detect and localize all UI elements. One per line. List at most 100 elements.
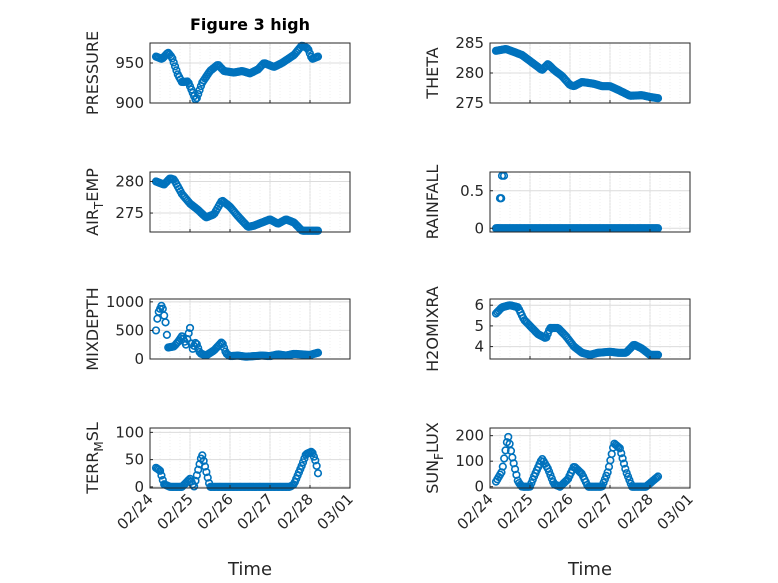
axes-box	[149, 171, 351, 233]
y-tick-label: 280	[455, 64, 484, 82]
figure-title: Figure 3 high	[190, 15, 310, 34]
data-point	[312, 461, 321, 470]
data-point	[192, 340, 201, 349]
data-point	[195, 86, 204, 95]
data-point	[168, 54, 177, 63]
data-point	[497, 194, 506, 203]
y-tick-label: 100	[115, 423, 144, 441]
y-tick-label: 0	[474, 219, 484, 237]
panel-h2omixra: 4 5 6 H2OMIXRA	[423, 286, 691, 372]
data-point	[313, 348, 323, 357]
data-point	[153, 314, 162, 323]
y-tick-label: 0.5	[460, 182, 484, 200]
y-tick-label: 275	[455, 94, 484, 112]
axes-box	[489, 427, 691, 489]
axes-box	[149, 427, 351, 489]
panel-theta: 275 280 285 THETA	[423, 34, 691, 112]
y-axis-label: MIXDEPTH	[83, 287, 102, 370]
data-point	[169, 58, 178, 67]
axes-box	[489, 298, 691, 360]
y-axis-label: H2OMIXRA	[423, 286, 442, 372]
data-point	[192, 94, 201, 103]
data-point	[653, 350, 663, 359]
y-tick-label: 500	[115, 321, 144, 339]
data-point	[615, 444, 624, 453]
data-point	[617, 449, 626, 458]
x-tick-label: 02/27	[234, 490, 277, 533]
data-point	[194, 90, 203, 99]
data-point	[501, 446, 510, 455]
y-tick-label: 5	[474, 317, 484, 335]
data-point	[162, 330, 171, 339]
data-point	[500, 454, 509, 463]
y-axis-label: AIRTEMP	[83, 168, 106, 236]
data-point	[607, 449, 616, 459]
y-tick-label: 200	[455, 427, 484, 445]
data-point	[618, 454, 627, 463]
y-axis-label: RAINFALL	[423, 165, 442, 240]
x-tick-label: 03/01	[654, 490, 697, 533]
y-tick-label: 900	[115, 94, 144, 112]
x-tick-label: 02/26	[534, 490, 577, 533]
data-point	[184, 329, 193, 338]
data-point	[621, 464, 630, 473]
data-point	[313, 226, 323, 235]
x-tick-label: 02/26	[194, 490, 237, 533]
axes-box	[489, 171, 691, 233]
data-point	[155, 466, 165, 475]
panel-air-temp: 275 280 AIRTEMP	[83, 168, 351, 236]
y-tick-label: 950	[115, 54, 144, 72]
y-tick-label: 275	[115, 204, 144, 222]
x-tick-label: 02/27	[574, 490, 617, 533]
x-tick-label: 02/25	[494, 490, 537, 533]
y-axis-label: THETA	[423, 47, 442, 99]
data-point	[498, 462, 507, 471]
y-tick-label: 4	[474, 338, 484, 356]
data-point	[181, 340, 191, 349]
data-point	[161, 318, 170, 327]
x-tick-label: 03/01	[314, 490, 357, 533]
data-point	[170, 62, 180, 71]
y-tick-label: 280	[115, 172, 144, 190]
data-point	[298, 458, 308, 467]
y-tick-label: 6	[474, 296, 484, 314]
panel-terr-msl: 0 50 100 TERRMSL 02/2402/2502/2602/2702/2803…	[83, 422, 357, 580]
x-axis-label: Time	[227, 559, 272, 580]
panel-rainfall: 0 0.5 RAINFALL	[423, 165, 691, 240]
y-tick-label: 0	[474, 478, 484, 496]
data-point	[652, 473, 661, 482]
y-tick-label: 1000	[106, 293, 144, 311]
axes-box	[149, 42, 351, 104]
x-tick-label: 02/25	[154, 490, 197, 533]
data-point	[309, 452, 319, 461]
data-point	[308, 448, 317, 458]
data-point	[313, 469, 323, 478]
data-point	[218, 339, 227, 348]
x-axis-label: Time	[567, 559, 612, 580]
data-point	[313, 52, 323, 61]
axes-box	[149, 298, 351, 360]
y-tick-label: 0	[134, 350, 144, 368]
data-point	[172, 66, 181, 75]
y-axis-label: PRESSURE	[83, 31, 102, 115]
y-axis-label: TERRMSL	[83, 422, 106, 495]
x-tick-label: 02/28	[274, 490, 317, 533]
y-axis-label: SUNFLUX	[423, 422, 446, 494]
data-point	[185, 323, 195, 333]
data-point	[160, 311, 169, 320]
data-point	[619, 459, 629, 468]
y-tick-label: 285	[455, 34, 484, 52]
y-tick-label: 50	[125, 451, 144, 469]
x-tick-label: 02/24	[454, 490, 497, 533]
x-tick-label: 02/28	[614, 490, 657, 533]
y-tick-label: 0	[134, 478, 144, 496]
data-point	[311, 456, 320, 465]
x-tick-label: 02/24	[114, 490, 157, 533]
data-point	[653, 472, 663, 481]
panel-pressure: 900 950 PRESSURE Figure 3 high	[83, 15, 351, 115]
data-point	[157, 471, 166, 480]
data-point	[653, 94, 663, 103]
y-tick-label: 100	[455, 452, 484, 470]
